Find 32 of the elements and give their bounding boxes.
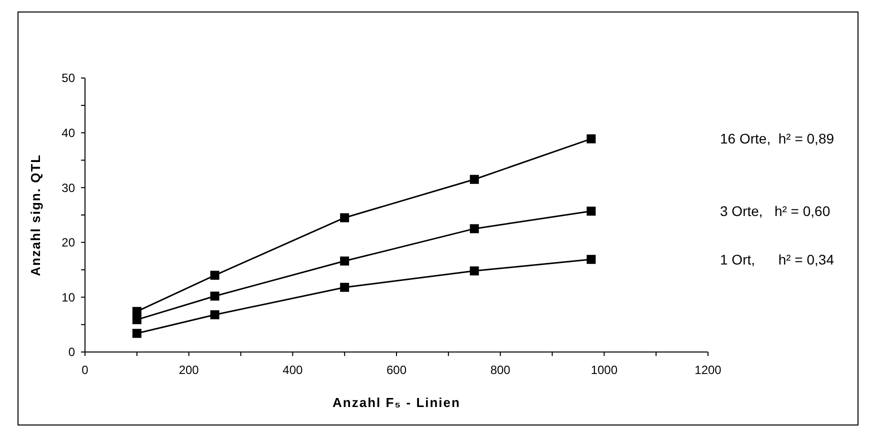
x-tick-label: 400 [282, 363, 303, 377]
x-axis-title: Anzahl F₅ - Linien [332, 395, 460, 410]
y-tick-label: 30 [62, 180, 76, 195]
point [210, 270, 220, 280]
y-axis-title: Anzahl sign. QTL [28, 154, 43, 276]
point [470, 266, 479, 276]
point [132, 328, 142, 338]
x-tick-label: 200 [178, 363, 200, 377]
point [586, 134, 596, 144]
point [132, 315, 142, 324]
y-tick-label: 40 [62, 126, 76, 140]
point [586, 206, 596, 216]
text: 3 Orte, h² = 0,60 [720, 203, 830, 220]
point [586, 254, 596, 264]
y-tick-label: 0 [68, 345, 76, 360]
text: 1 Ort, h² = 0,34 [720, 251, 834, 268]
point [210, 292, 220, 301]
text: 16 Orte, h² = 0,89 [720, 130, 834, 147]
y-tick-label: 50 [62, 71, 76, 86]
x-tick-label: 800 [490, 363, 511, 377]
x-tick-label: 1000 [590, 363, 618, 377]
point [340, 256, 350, 266]
y-tick-label: 20 [62, 236, 76, 250]
x-tick-label: 600 [386, 363, 407, 377]
point [340, 282, 350, 292]
y-tick-label: 10 [62, 290, 76, 304]
x-tick-label: 0 [82, 363, 89, 377]
point [210, 310, 220, 320]
point [470, 174, 479, 184]
point [340, 213, 350, 222]
point [470, 224, 479, 234]
x-tick-label: 1200 [694, 363, 722, 377]
